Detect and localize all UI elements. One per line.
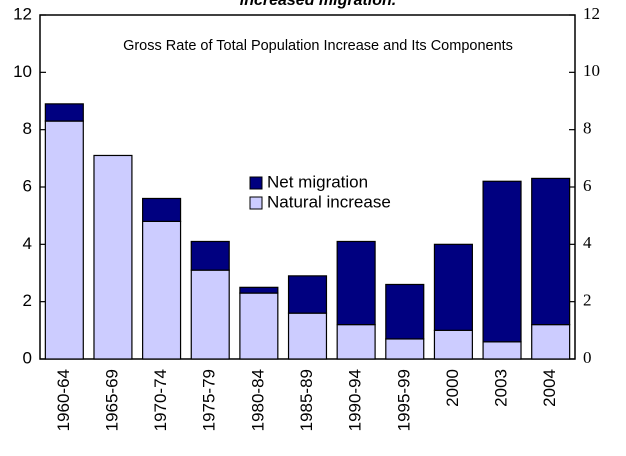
- bar-segment: [433, 329, 473, 360]
- bar-segment: [287, 312, 328, 360]
- bar-segment: [142, 197, 182, 222]
- x-tick-label: 1985-89: [297, 369, 316, 431]
- y-tick-label: 6: [23, 176, 32, 195]
- bar-segment: [93, 154, 133, 360]
- bar-segment: [482, 180, 522, 343]
- x-tick-label: 1965-69: [102, 369, 121, 431]
- bar-segment: [190, 269, 230, 360]
- legend-label: Net migration: [267, 172, 368, 191]
- bar-segment: [239, 286, 279, 294]
- x-tick-label: 1970-74: [151, 369, 170, 431]
- y2-tick-label: 0: [583, 348, 592, 367]
- y2-tick-label: 8: [583, 119, 592, 138]
- y2-tick-label: 4: [583, 233, 592, 252]
- x-tick-label: 2003: [492, 369, 511, 407]
- chart-title: increased migration.: [240, 0, 397, 9]
- bar-segment: [433, 243, 473, 331]
- y-tick-label: 0: [23, 348, 32, 367]
- x-tick-label: 1995-99: [394, 369, 413, 431]
- legend-swatch: [249, 196, 263, 210]
- legend-swatch: [249, 176, 263, 190]
- bar-segment: [239, 292, 279, 360]
- bar-segment: [44, 120, 84, 360]
- x-tick-label: 2000: [443, 369, 462, 407]
- legend-label: Natural increase: [267, 192, 391, 211]
- x-tick-label: 1990-94: [346, 369, 365, 431]
- y-tick-label: 4: [23, 234, 32, 253]
- y2-tick-label: 12: [583, 4, 600, 23]
- y-tick-label: 2: [23, 291, 32, 310]
- y2-tick-label: 2: [583, 291, 592, 310]
- y-tick-label: 10: [13, 62, 32, 81]
- x-tick-label: 2004: [540, 369, 559, 407]
- bar-segment: [44, 103, 84, 122]
- y-tick-label: 12: [13, 4, 32, 23]
- bar-segment: [336, 240, 376, 326]
- x-tick-label: 1980-84: [248, 369, 267, 431]
- annotation: Gross Rate of Total Population Increase …: [123, 38, 513, 54]
- bar-segment: [531, 324, 571, 360]
- bar-segment: [385, 338, 425, 360]
- bar-segment: [531, 177, 571, 326]
- bar-segment: [336, 324, 376, 360]
- bar-segment: [190, 240, 230, 271]
- y-tick-label: 8: [23, 119, 32, 138]
- y2-tick-label: 6: [583, 176, 592, 195]
- bar-segment: [142, 220, 182, 360]
- x-tick-label: 1975-79: [200, 369, 219, 431]
- y2-tick-label: 10: [583, 61, 600, 80]
- bar-segment: [385, 283, 425, 340]
- bar-segment: [287, 275, 328, 314]
- x-tick-label: 1960-64: [54, 369, 73, 431]
- bar-segment: [482, 341, 522, 360]
